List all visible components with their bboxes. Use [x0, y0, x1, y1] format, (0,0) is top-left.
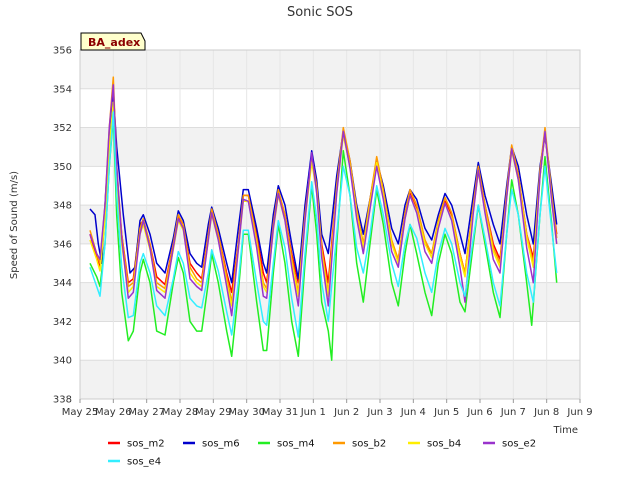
y-tick-label: 346 — [53, 239, 72, 250]
y-tick-label: 340 — [53, 356, 72, 367]
x-tick-label: Jun 6 — [466, 407, 492, 418]
legend-label-sos_m4: sos_m4 — [277, 439, 315, 450]
y-axis-ticks: 338 340 342 344 346 348 350 352 354 356 — [53, 46, 72, 406]
x-tick-label: Jun 3 — [366, 407, 392, 418]
x-tick-label: May 30 — [228, 407, 265, 418]
x-tick-label: Jun 8 — [533, 407, 559, 418]
plot-band — [80, 127, 580, 167]
legend-label-sos_m2: sos_m2 — [127, 439, 165, 450]
x-tick-label: May 31 — [262, 407, 299, 418]
legend-label-sos_b2: sos_b2 — [352, 439, 386, 450]
series-line-sos_e2 — [89, 84, 558, 317]
station-badge: BA_adex — [80, 32, 146, 51]
x-tick-label: Jun 1 — [300, 407, 326, 418]
station-badge-box — [80, 32, 146, 51]
y-axis-label: Speed of Sound (m/s) — [9, 171, 20, 279]
station-badge-label: BA_adex — [88, 36, 140, 49]
y-tick-label: 342 — [53, 317, 72, 328]
series-layer — [89, 76, 558, 361]
y-tick-label: 338 — [53, 395, 72, 406]
y-tick-label: 352 — [53, 123, 72, 134]
series-line-sos_m6 — [89, 91, 558, 284]
plot-frame — [79, 49, 581, 400]
y-tick-label: 356 — [53, 46, 72, 57]
y-tick-label: 348 — [53, 201, 72, 212]
x-tick-label: May 26 — [95, 407, 132, 418]
x-axis-label: Time — [553, 425, 578, 436]
y-tick-label: 344 — [53, 278, 72, 289]
y-tick-label: 350 — [53, 162, 72, 173]
x-tick-label: May 27 — [128, 407, 165, 418]
legend-label-sos_m6: sos_m6 — [202, 439, 240, 450]
x-tick-label: Jun 9 — [566, 407, 592, 418]
x-tick-label: Jun 4 — [400, 407, 426, 418]
x-tick-label: Jun 5 — [433, 407, 459, 418]
series-line-sos_e4 — [89, 111, 558, 338]
x-tick-label: May 28 — [162, 407, 199, 418]
x-tick-label: Jun 2 — [333, 407, 359, 418]
chart-title: Sonic SOS — [287, 5, 353, 20]
x-tick-label: May 29 — [195, 407, 232, 418]
legend: sos_m2 sos_m6 sos_m4 sos_b2 sos_b4 sos_e2 sos_… — [108, 439, 536, 468]
plot-band — [80, 360, 580, 399]
plot-background — [80, 50, 580, 399]
legend-label-sos_b4: sos_b4 — [427, 439, 461, 450]
x-tick-label: Jun 7 — [500, 407, 526, 418]
x-tick-label: May 25 — [62, 407, 99, 418]
legend-label-sos_e2: sos_e2 — [502, 439, 536, 450]
legend-label-sos_e4: sos_e4 — [127, 457, 161, 468]
y-tick-label: 354 — [53, 84, 72, 95]
plot-band — [80, 50, 580, 89]
